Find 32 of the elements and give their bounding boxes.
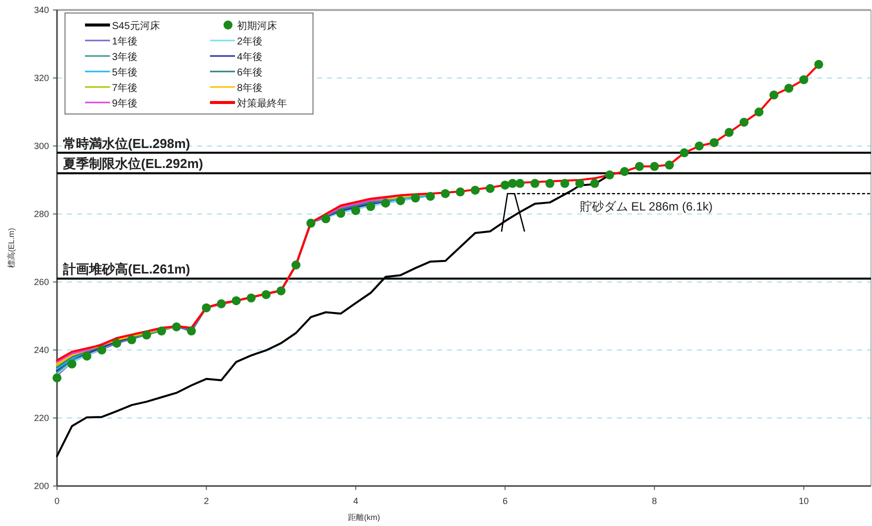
annotation: 貯砂ダム EL 286m (6.1k) <box>580 200 713 214</box>
legend-label: 1年後 <box>112 36 138 48</box>
y-tick-label: 340 <box>34 5 49 15</box>
x-axis-title: 距離(km) <box>348 513 380 522</box>
y-axis-title: 標高(EL.m) <box>7 228 16 268</box>
legend-label: 4年後 <box>237 51 263 63</box>
legend-label: S45元河床 <box>112 20 160 32</box>
y-tick-label: 240 <box>34 345 49 355</box>
x-tick-label: 4 <box>353 496 358 506</box>
legend-label: 対策最終年 <box>237 98 287 110</box>
x-tick-label: 8 <box>652 496 657 506</box>
legend-label: 9年後 <box>112 98 138 110</box>
y-tick-label: 320 <box>34 73 49 83</box>
ref-line-label: 常時満水位(EL.298m) <box>63 136 190 151</box>
x-tick-label: 2 <box>204 496 209 506</box>
legend-label: 6年後 <box>237 66 263 78</box>
x-tick-label: 6 <box>502 496 508 506</box>
y-tick-label: 200 <box>34 481 49 491</box>
legend-label: 5年後 <box>112 66 138 78</box>
y-tick-label: 260 <box>34 277 49 287</box>
x-tick-label: 0 <box>54 496 60 506</box>
legend-label: 2年後 <box>237 36 263 48</box>
legend-label: 3年後 <box>112 51 138 63</box>
y-tick-label: 280 <box>34 209 49 219</box>
y-tick-label: 220 <box>34 413 49 423</box>
legend-label: 8年後 <box>237 82 263 94</box>
ref-line-label: 計画堆砂高(EL.261m) <box>62 262 190 277</box>
legend-label: 7年後 <box>112 82 138 94</box>
y-tick-label: 300 <box>34 141 49 151</box>
legend-label: 初期河床 <box>237 20 277 32</box>
ref-line-label: 夏季制限水位(EL.292m) <box>62 156 204 172</box>
x-tick-label: 10 <box>798 496 809 506</box>
